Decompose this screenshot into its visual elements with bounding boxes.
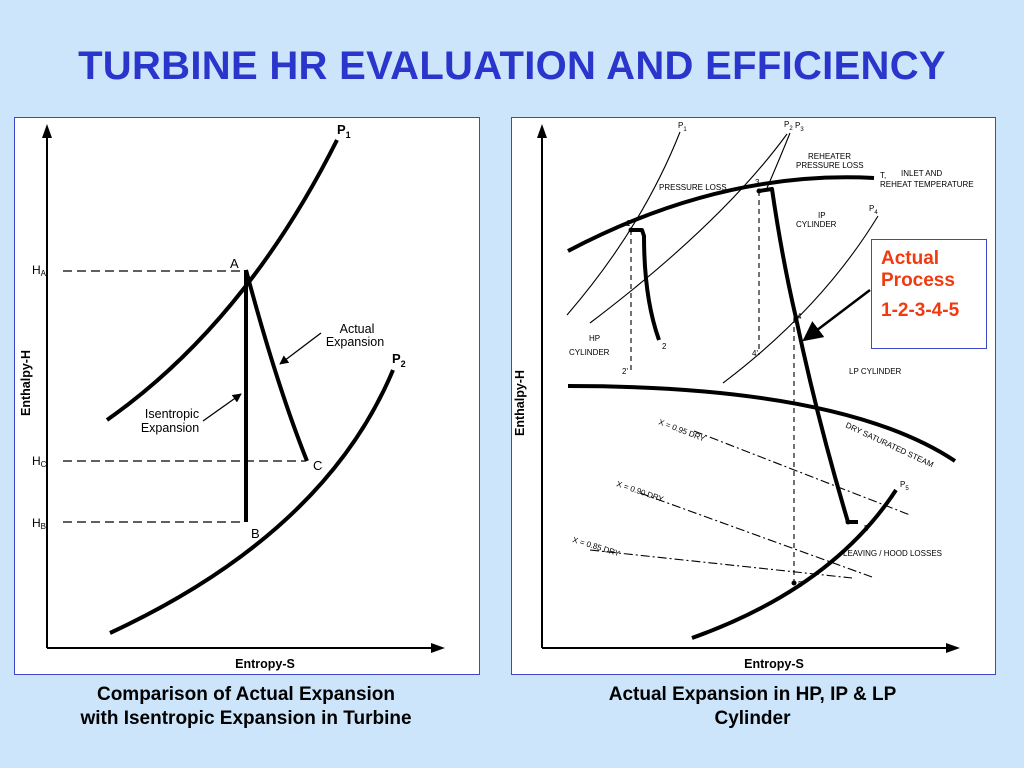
reheater-label-line2: PRESSURE LOSS xyxy=(796,161,864,170)
x-axis-label: Entropy-S xyxy=(235,657,295,671)
thin-isobars xyxy=(566,131,879,384)
p4-label: P4 xyxy=(869,204,878,216)
caption-right-line2: Cylinder xyxy=(714,708,791,729)
p1-label: P1 xyxy=(337,122,351,140)
hc-label: HC xyxy=(32,454,47,469)
y-axis-label: Enthalpy-H xyxy=(19,350,33,416)
isentropic-drop-lines xyxy=(630,191,795,583)
reheater-label-line1: REHEATER xyxy=(808,152,851,161)
caption-left-line2: with Isentropic Expansion in Turbine xyxy=(80,708,412,729)
reference-lines xyxy=(63,270,305,523)
inlet-label-line1: INLET AND xyxy=(901,169,942,178)
isentropic-label-line2: Expansion xyxy=(141,421,199,435)
point-5-label: 5 xyxy=(864,524,869,533)
x095-label: X = 0.95 DRY xyxy=(657,417,707,443)
actual-process-arrow xyxy=(802,289,871,342)
isobar-p5 xyxy=(691,488,898,640)
hp-label-line2: CYLINDER xyxy=(569,348,610,357)
process-point-markers xyxy=(628,188,851,586)
isobar-p1 xyxy=(105,139,339,422)
x090-label: X = 0.90 DRY xyxy=(615,479,665,504)
lp-label: LP CYLINDER xyxy=(849,367,902,376)
inlet-label-line2: REHEAT TEMPERATURE xyxy=(880,180,974,189)
x-axis-label: Entropy-S xyxy=(744,657,804,671)
point-a-label: A xyxy=(230,256,239,271)
actual-process-callout: Actual Process 1-2-3-4-5 xyxy=(871,239,987,349)
axes xyxy=(537,124,960,653)
point-4-label: 4 xyxy=(797,312,802,321)
hb-label: HB xyxy=(32,516,46,531)
caption-right: Actual Expansion in HP, IP & LP Cylinder xyxy=(511,683,994,731)
callout-line3: 1-2-3-4-5 xyxy=(881,300,960,321)
point-2p-label: 2' xyxy=(622,367,628,376)
dry-saturated-steam-curve xyxy=(567,384,957,463)
callout-line1: Actual xyxy=(881,248,940,269)
t1-label: T, xyxy=(880,171,886,180)
point-5p-label: 5' xyxy=(798,580,804,589)
ip-label-line1: IP xyxy=(818,211,826,220)
x085-label: X = 0.85 DRY xyxy=(571,535,621,558)
actual-expansion-line xyxy=(244,269,309,462)
callout-line2: Process xyxy=(881,270,955,291)
isentropic-label-line1: Isentropic xyxy=(145,407,199,421)
point-b-label: B xyxy=(251,526,260,541)
point-c-label: C xyxy=(313,458,322,473)
point-1-label: 1 xyxy=(626,219,631,228)
ip-label-line2: CYLINDER xyxy=(796,220,837,229)
caption-left-line1: Comparison of Actual Expansion xyxy=(96,684,396,705)
p5-label: P5 xyxy=(900,480,909,492)
p2-label: P2 xyxy=(784,120,793,132)
axes xyxy=(42,124,445,653)
inlet-temperature-curve xyxy=(567,175,875,253)
caption-right-line1: Actual Expansion in HP, IP & LP xyxy=(608,684,897,705)
isentropic-vs-actual-diagram: P1 P2 HA HC HB A B C Actual Expansion Is… xyxy=(14,117,480,675)
isobar-p2 xyxy=(109,369,395,635)
point-2-label: 2 xyxy=(662,342,667,351)
actual-expansion-arrow xyxy=(279,332,322,365)
actual-process-path xyxy=(631,187,858,524)
y-axis-label: Enthalpy-H xyxy=(513,370,527,436)
actual-label-line1: Actual xyxy=(340,322,375,336)
pressure-loss-label: PRESSURE LOSS xyxy=(659,183,727,192)
caption-left: Comparison of Actual Expansion with Isen… xyxy=(14,683,478,731)
isentropic-expansion-arrow xyxy=(202,393,242,422)
hp-ip-lp-expansion-diagram: P1 P2 P3 P4 P5 T, INLET AND REHEAT TEMPE… xyxy=(511,117,996,675)
p1-label: P1 xyxy=(678,121,687,133)
p3-label: P3 xyxy=(795,121,804,133)
point-3-label: 3 xyxy=(755,178,760,187)
page-title: TURBINE HR EVALUATION AND EFFICIENCY xyxy=(78,44,946,88)
leaving-hood-losses-label: LEAVING / HOOD LOSSES xyxy=(843,549,942,558)
p2-label: P2 xyxy=(392,351,406,369)
quality-lines xyxy=(589,430,911,579)
actual-label-line2: Expansion xyxy=(326,335,384,349)
point-4p-label: 4' xyxy=(752,349,758,358)
hp-label-line1: HP xyxy=(589,334,600,343)
ha-label: HA xyxy=(32,263,47,278)
